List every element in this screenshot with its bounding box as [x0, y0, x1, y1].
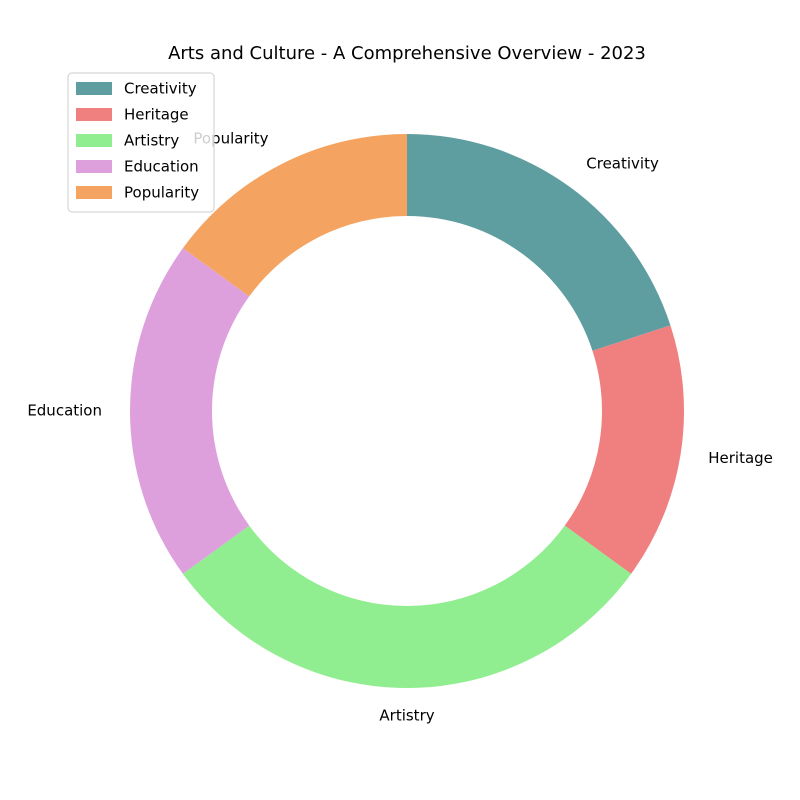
slice-artistry — [182, 525, 632, 688]
slice-popularity — [182, 134, 407, 297]
legend-label-popularity: Popularity — [124, 184, 199, 202]
legend-swatch-creativity — [76, 82, 112, 95]
slice-label-artistry: Artistry — [379, 707, 434, 725]
slice-heritage — [564, 325, 684, 574]
legend-swatch-heritage — [76, 108, 112, 121]
slice-label-heritage: Heritage — [708, 449, 773, 467]
legend-swatch-artistry — [76, 134, 112, 147]
slice-label-education: Education — [27, 402, 102, 420]
legend-label-education: Education — [124, 158, 199, 176]
slice-creativity — [407, 134, 671, 351]
legend: Creativity Heritage Artistry Education Popul… — [67, 72, 215, 213]
slice-education — [130, 248, 250, 574]
legend-label-creativity: Creativity — [124, 80, 197, 98]
donut-slices — [130, 134, 684, 688]
legend-swatch-education — [76, 160, 112, 173]
slice-label-creativity: Creativity — [586, 155, 659, 173]
legend-label-heritage: Heritage — [124, 106, 189, 124]
chart-title: Arts and Culture - A Comprehensive Overv… — [168, 43, 646, 64]
legend-swatch-popularity — [76, 186, 112, 199]
legend-label-artistry: Artistry — [124, 132, 179, 150]
legend-frame — [67, 72, 215, 213]
